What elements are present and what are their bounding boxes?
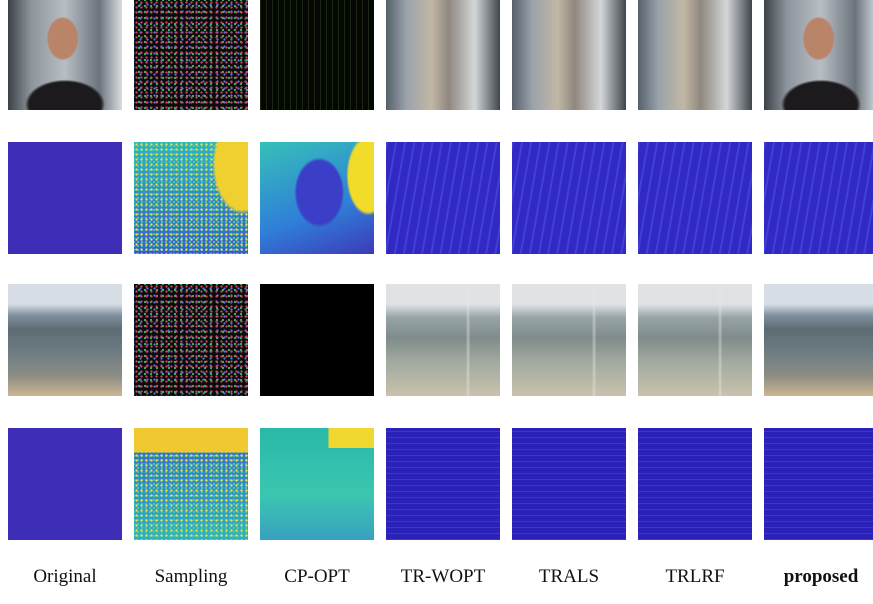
- image-panel: [512, 142, 626, 254]
- column-label: TRALS: [506, 566, 632, 588]
- image-panel: [134, 0, 248, 110]
- image-panel: [8, 284, 122, 396]
- image-panel: [638, 0, 752, 110]
- figure: OriginalSamplingCP-OPTTR-WOPTTRALSTRLRFp…: [0, 0, 873, 604]
- image-panel: [764, 0, 873, 110]
- image-panel: [512, 284, 626, 396]
- image-panel: [638, 142, 752, 254]
- image-panel: [764, 284, 873, 396]
- image-panel: [386, 428, 500, 540]
- image-panel: [8, 0, 122, 110]
- image-panel: [764, 428, 873, 540]
- image-panel: [386, 142, 500, 254]
- column-label: TRLRF: [632, 566, 758, 588]
- column-label: TR-WOPT: [380, 566, 506, 588]
- image-panel: [134, 428, 248, 540]
- column-label: Original: [2, 566, 128, 588]
- column-label: Sampling: [128, 566, 254, 588]
- image-panel: [260, 142, 374, 254]
- image-panel: [260, 428, 374, 540]
- image-panel: [260, 0, 374, 110]
- image-panel: [386, 0, 500, 110]
- image-panel: [260, 284, 374, 396]
- column-label: CP-OPT: [254, 566, 380, 588]
- image-panel: [638, 284, 752, 396]
- image-panel: [764, 142, 873, 254]
- image-panel: [386, 284, 500, 396]
- image-panel: [134, 284, 248, 396]
- image-panel: [8, 142, 122, 254]
- image-panel: [134, 142, 248, 254]
- image-panel: [512, 0, 626, 110]
- image-panel: [638, 428, 752, 540]
- image-panel: [512, 428, 626, 540]
- image-panel: [8, 428, 122, 540]
- column-label: proposed: [758, 566, 873, 588]
